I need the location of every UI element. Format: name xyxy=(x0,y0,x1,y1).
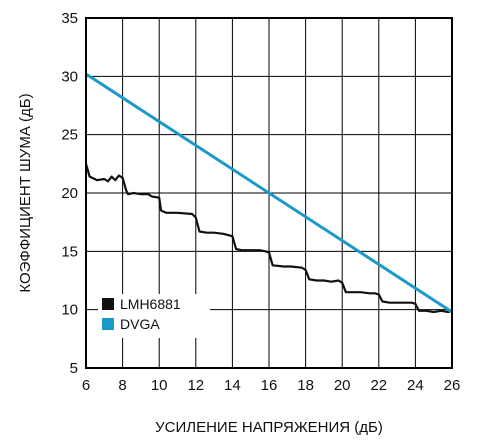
y-tick-label: 15 xyxy=(61,243,78,260)
y-tick-label: 10 xyxy=(61,302,78,319)
legend-box xyxy=(98,294,210,338)
y-tick-label: 35 xyxy=(61,10,78,27)
x-tick-label: 12 xyxy=(187,377,204,394)
x-tick-label: 10 xyxy=(151,377,168,394)
x-tick-label: 16 xyxy=(261,377,278,394)
y-tick-label: 30 xyxy=(61,68,78,85)
legend-label-dvga: DVGA xyxy=(120,316,160,332)
legend: LMH6881 DVGA xyxy=(98,294,210,338)
plot-frame xyxy=(85,17,453,369)
x-tick-label: 14 xyxy=(224,377,241,394)
legend-label-lmh6881: LMH6881 xyxy=(120,296,181,312)
series-line-dvga xyxy=(85,72,453,314)
x-tick-label: 22 xyxy=(370,377,387,394)
x-tick-label: 6 xyxy=(82,377,90,394)
y-tick-label: 25 xyxy=(61,127,78,144)
x-tick-label: 20 xyxy=(334,377,351,394)
x-tick-labels: 6 8 10 12 14 16 18 20 22 24 26 xyxy=(82,377,461,394)
x-tick-label: 24 xyxy=(407,377,424,394)
series-layer xyxy=(84,72,453,314)
y-axis-label: КОЭФФИЦИЕНТ ШУМА (дБ) xyxy=(17,93,34,292)
legend-swatch-lmh6881 xyxy=(102,298,114,310)
legend-swatch-dvga xyxy=(102,318,114,330)
y-tick-labels: 5 10 15 20 25 30 35 xyxy=(61,10,78,377)
x-axis-label: УСИЛЕНИЕ НАПРЯЖЕНИЯ (дБ) xyxy=(155,419,383,436)
x-tick-label: 18 xyxy=(297,377,314,394)
x-tick-label: 26 xyxy=(444,377,461,394)
y-tick-label: 5 xyxy=(70,360,78,377)
x-tick-label: 8 xyxy=(118,377,126,394)
series-line-lmh6881 xyxy=(84,163,453,314)
y-tick-label: 20 xyxy=(61,185,78,202)
